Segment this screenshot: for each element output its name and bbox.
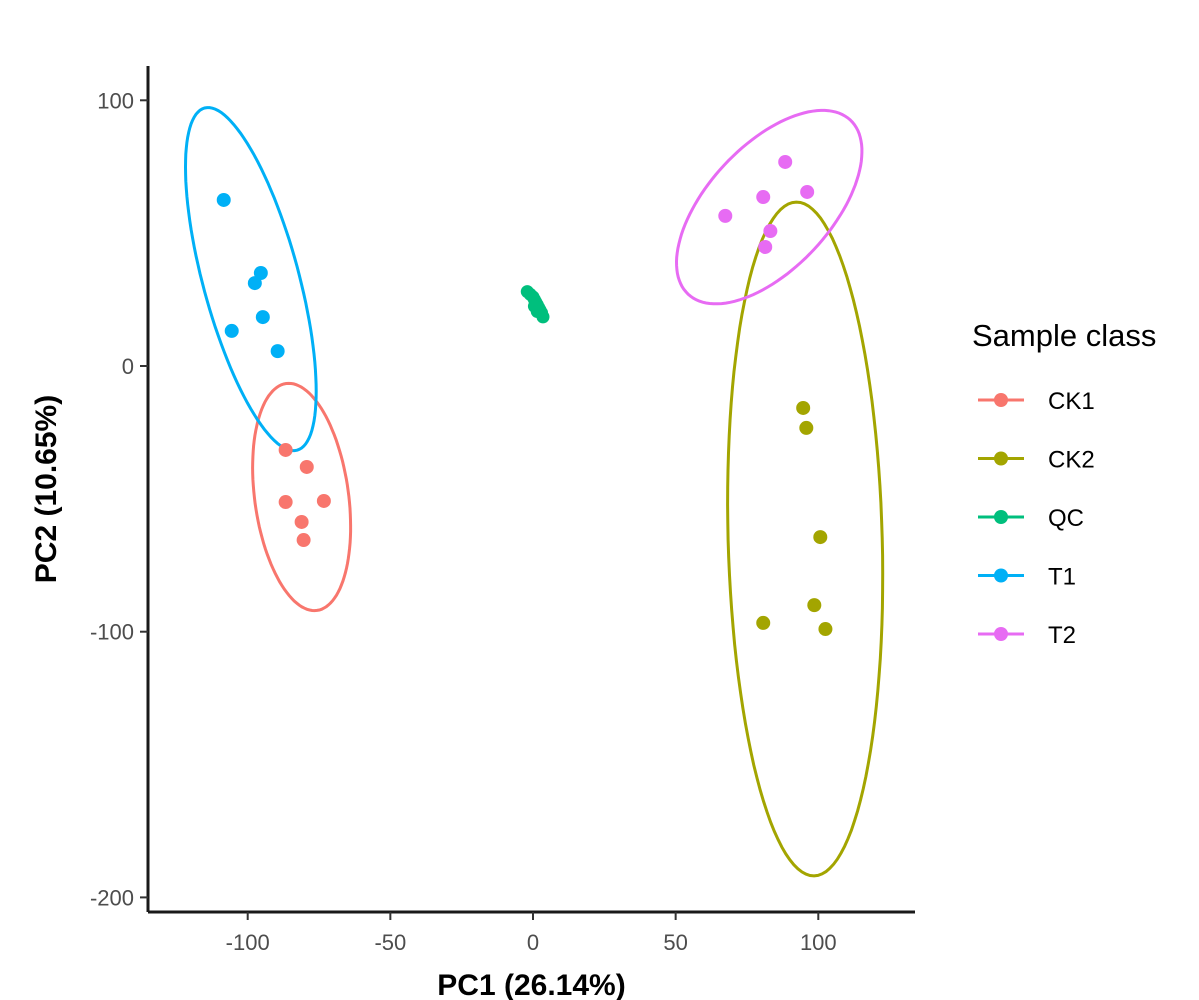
point-ck2 — [799, 420, 814, 435]
point-ck2 — [807, 598, 822, 613]
y-tick-label: 100 — [97, 88, 134, 113]
legend-label: T2 — [1048, 622, 1076, 649]
point-t2 — [763, 224, 778, 239]
legend-label: T1 — [1048, 564, 1076, 591]
x-tick-label: -50 — [374, 930, 406, 955]
point-t1 — [253, 266, 268, 281]
ellipse-ck1 — [251, 381, 353, 613]
x-axis-title: PC1 (26.14%) — [437, 969, 625, 1000]
point-ck1 — [278, 442, 293, 457]
ellipse-ck2 — [726, 200, 885, 878]
y-tick-label: -100 — [90, 620, 134, 645]
data-points — [216, 154, 833, 637]
legend-label: CK1 — [1048, 388, 1095, 415]
y-axis-title: PC2 (10.65%) — [30, 395, 63, 583]
x-tick-label: -100 — [226, 930, 270, 955]
point-ck1 — [299, 459, 314, 474]
point-ck1 — [316, 493, 331, 508]
legend-label: QC — [1048, 505, 1084, 532]
legend-key-dot — [994, 568, 1008, 583]
point-ck1 — [294, 514, 309, 529]
legend-item-ck2: CK2 — [978, 447, 1095, 474]
point-t1 — [255, 310, 270, 325]
point-t2 — [718, 208, 733, 223]
point-qc — [530, 305, 544, 319]
point-t1 — [216, 192, 231, 207]
axes: -100 -50 0 50 100 100 0 -100 -200 — [90, 66, 915, 955]
point-ck2 — [813, 530, 828, 545]
x-axis-ticks: -100 -50 0 50 100 — [226, 912, 837, 955]
point-t2 — [800, 184, 815, 199]
x-tick-label: 50 — [663, 930, 687, 955]
point-t1 — [247, 276, 262, 291]
point-t1 — [270, 344, 285, 359]
y-axis-ticks: 100 0 -100 -200 — [90, 88, 148, 910]
point-t2 — [778, 154, 793, 169]
y-tick-label: 0 — [122, 354, 134, 379]
point-ck2 — [818, 622, 833, 637]
point-ck1 — [296, 533, 311, 548]
y-tick-label: -200 — [90, 885, 134, 910]
legend-item-qc: QC — [978, 505, 1084, 532]
point-t2 — [758, 239, 773, 254]
legend-key-dot — [994, 510, 1008, 524]
legend-key-dot — [994, 393, 1008, 407]
confidence-ellipses — [183, 106, 885, 878]
point-ck1 — [278, 495, 293, 510]
legend-label: CK2 — [1048, 447, 1095, 474]
legend-key-dot — [994, 627, 1008, 641]
x-tick-label: 0 — [527, 930, 539, 955]
x-tick-label: 100 — [800, 930, 837, 955]
legend-title: Sample class — [972, 318, 1156, 353]
point-ck2 — [796, 400, 811, 415]
point-ck2 — [756, 615, 771, 630]
point-t2 — [756, 190, 771, 205]
legend-item-t1: T1 — [978, 564, 1076, 591]
legend-key-dot — [994, 451, 1008, 466]
legend-item-t2: T2 — [978, 622, 1076, 649]
ellipse-t1 — [183, 106, 318, 453]
ellipse-t2 — [674, 108, 864, 306]
legend: Sample class CK1 CK2 QC T1 T2 — [972, 318, 1156, 649]
point-t1 — [224, 323, 239, 338]
legend-item-ck1: CK1 — [978, 388, 1095, 415]
